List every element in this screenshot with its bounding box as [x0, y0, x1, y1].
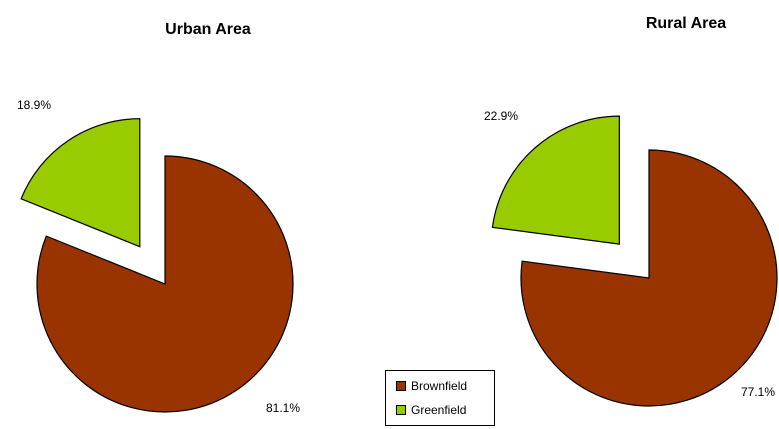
- legend-swatch-brownfield: [396, 381, 406, 391]
- rural-area-slice-brownfield: [520, 149, 778, 407]
- legend-item-greenfield: Greenfield: [396, 398, 494, 422]
- rural-area-pie: Rural Area 77.1% 22.9%: [484, 15, 778, 407]
- legend-swatch-greenfield: [396, 405, 406, 415]
- legend-item-brownfield: Brownfield: [396, 374, 494, 398]
- urban-area-pie: Urban Area 81.1% 18.9%: [17, 21, 300, 415]
- rural-area-label-greenfield: 22.9%: [484, 109, 518, 123]
- legend-label-brownfield: Brownfield: [411, 379, 468, 393]
- urban-area-slice-greenfield: [20, 118, 141, 248]
- rural-area-slice-greenfield: [491, 115, 620, 245]
- urban-area-title: Urban Area: [165, 21, 251, 38]
- urban-area-slice-brownfield: [36, 155, 294, 413]
- urban-area-label-greenfield: 18.9%: [17, 98, 51, 112]
- rural-area-title: Rural Area: [646, 15, 726, 32]
- legend: Brownfield Greenfield: [385, 370, 495, 426]
- urban-area-label-brownfield: 81.1%: [266, 401, 300, 415]
- legend-label-greenfield: Greenfield: [411, 403, 467, 417]
- rural-area-label-brownfield: 77.1%: [741, 385, 775, 399]
